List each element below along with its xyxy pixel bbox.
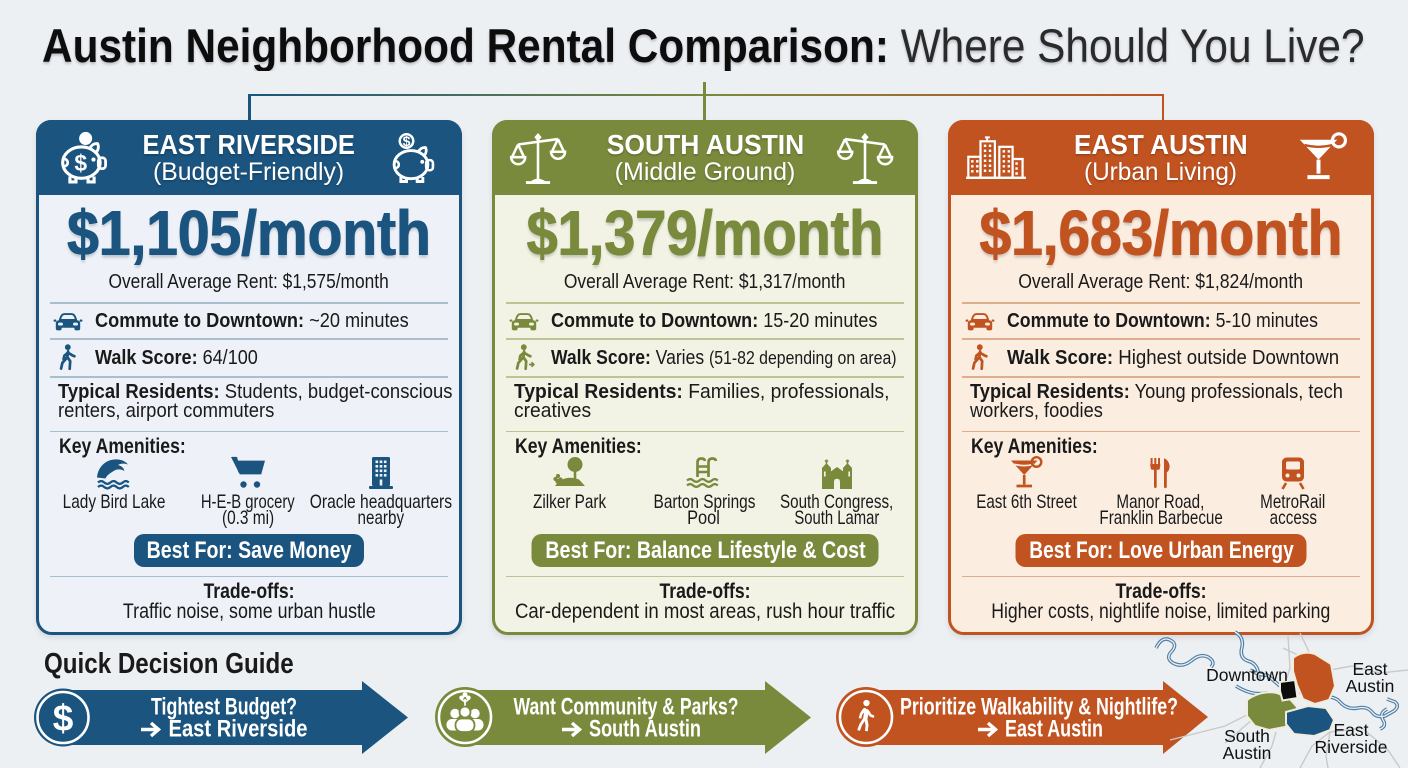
svg-text:Prioritize Walkability & Night: Prioritize Walkability & Nightlife? [900,694,1178,721]
svg-text:South Austin: South Austin [589,716,701,743]
svg-text:East: East [1333,720,1368,740]
svg-text:South: South [1224,726,1270,746]
svg-text:$: $ [403,133,411,149]
svg-text:East Riverside: East Riverside [169,716,308,743]
svg-text:$: $ [53,698,74,739]
svg-text:Riverside: Riverside [1315,737,1388,757]
svg-text:East: East [1352,659,1387,679]
svg-text:Tightest Budget?: Tightest Budget? [151,694,297,721]
svg-text:Austin: Austin [1223,743,1272,763]
svg-text:East Austin: East Austin [1005,716,1103,743]
svg-text:$: $ [74,150,87,176]
svg-text:Want Community & Parks?: Want Community & Parks? [514,694,739,721]
svg-text:Downtown: Downtown [1206,665,1288,685]
svg-text:Austin: Austin [1346,676,1395,696]
